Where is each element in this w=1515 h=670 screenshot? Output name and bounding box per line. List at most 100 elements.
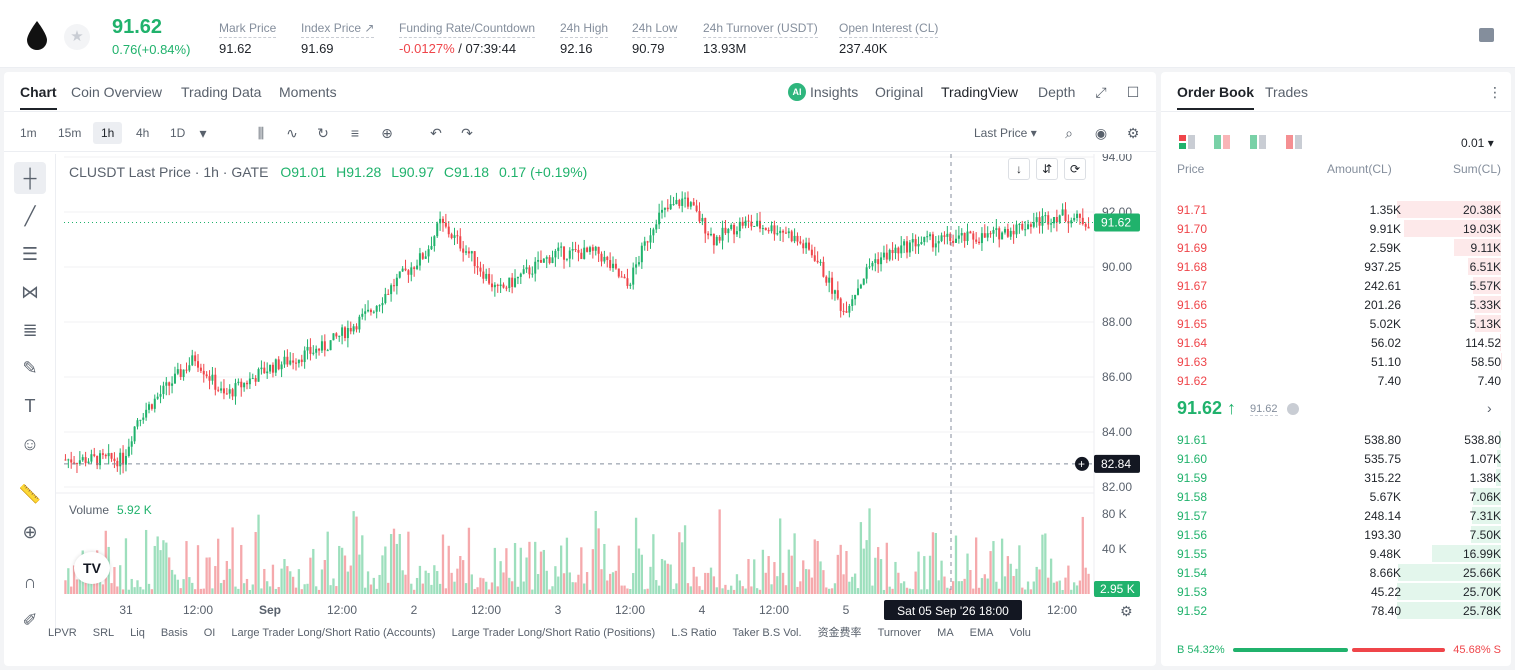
mark-price-info-icon[interactable]: [1287, 403, 1299, 415]
book-icon[interactable]: [1479, 28, 1494, 42]
scroll-down-icon[interactable]: ↓: [1008, 158, 1030, 180]
indicator-tab[interactable]: Large Trader Long/Short Ratio (Positions…: [451, 627, 656, 639]
interval-15m[interactable]: 15m: [58, 126, 82, 140]
tab-insights[interactable]: Insights: [810, 84, 859, 100]
trendline-icon[interactable]: ╱: [24, 206, 36, 226]
camera-icon[interactable]: ◉: [1094, 125, 1108, 141]
ask-row[interactable]: 91.63 51.10 58.50: [1161, 352, 1511, 371]
display-both-icon[interactable]: [1179, 135, 1195, 149]
bid-row[interactable]: 91.55 9.48K 16.99K: [1161, 544, 1511, 563]
redo-icon[interactable]: ↷: [461, 125, 473, 141]
interval-dropdown-icon[interactable]: ▾: [199, 125, 207, 141]
candle-body: [681, 198, 684, 206]
indicator-tab[interactable]: Liq: [130, 627, 145, 639]
emoji-icon[interactable]: ☺: [20, 434, 40, 454]
ask-row[interactable]: 91.68 937.25 6.51K: [1161, 257, 1511, 276]
indicator-tab[interactable]: SRL: [92, 627, 115, 639]
templates-icon[interactable]: ≡: [350, 125, 360, 141]
tab-moments[interactable]: Moments: [279, 84, 337, 100]
indicator-tab[interactable]: Large Trader Long/Short Ratio (Accounts): [231, 627, 436, 639]
bid-row[interactable]: 91.57 248.14 7.31K: [1161, 506, 1511, 525]
indicator-tab[interactable]: OI: [203, 627, 216, 639]
bid-row[interactable]: 91.59 315.22 1.38K: [1161, 468, 1511, 487]
tab-trading-data[interactable]: Trading Data: [181, 84, 262, 100]
tab-order-book[interactable]: Order Book: [1177, 84, 1255, 110]
volume-bar: [375, 588, 378, 594]
window-icon[interactable]: ☐: [1126, 84, 1140, 100]
volume-bar: [657, 585, 661, 594]
replay-icon[interactable]: ↻: [317, 125, 329, 141]
pencil-lock-icon[interactable]: ✐: [22, 610, 38, 630]
display-buy-icon[interactable]: [1250, 135, 1266, 149]
tab-chart[interactable]: Chart: [20, 84, 57, 110]
candle-body: [381, 303, 384, 306]
add-alert-icon[interactable]: ⊕: [381, 125, 393, 141]
ask-row[interactable]: 91.70 9.91K 19.03K: [1161, 219, 1511, 238]
row-amount: 193.30: [1364, 528, 1401, 542]
last-price-select[interactable]: Last Price ▾: [974, 126, 1037, 140]
pattern-icon[interactable]: ⋈: [21, 282, 39, 302]
magnet-icon[interactable]: ∩: [23, 572, 37, 592]
interval-1h[interactable]: 1h: [93, 122, 123, 144]
bid-row[interactable]: 91.54 8.66K 25.66K: [1161, 563, 1511, 582]
tab-trades[interactable]: Trades: [1265, 84, 1309, 100]
interval-1d[interactable]: 1D: [170, 126, 186, 140]
display-sell-icon[interactable]: [1286, 135, 1302, 149]
bid-row[interactable]: 91.56 193.30 7.50K: [1161, 525, 1511, 544]
ruler-icon[interactable]: 📏: [18, 484, 42, 504]
settings-gear-icon[interactable]: ⚙: [1126, 125, 1140, 141]
search-icon[interactable]: ⌕: [1065, 125, 1073, 141]
collapse-icon[interactable]: ⇵: [1036, 158, 1058, 180]
tab-coin-overview[interactable]: Coin Overview: [71, 84, 163, 100]
bid-row[interactable]: 91.58 5.67K 7.06K: [1161, 487, 1511, 506]
undo-icon[interactable]: ↶: [430, 125, 442, 141]
indicator-tab[interactable]: MA: [937, 627, 954, 639]
indicator-tab[interactable]: EMA: [969, 627, 994, 639]
indicators-icon[interactable]: ∿: [286, 125, 298, 141]
display-bids-icon[interactable]: [1214, 135, 1230, 149]
indicator-tab[interactable]: Volu: [1009, 627, 1031, 639]
expand-icon[interactable]: ⤢: [1095, 84, 1107, 100]
interval-4h[interactable]: 4h: [136, 126, 150, 140]
tab-depth[interactable]: Depth: [1038, 84, 1076, 100]
fib-icon[interactable]: ≣: [22, 320, 38, 340]
ask-row[interactable]: 91.71 1.35K 20.38K: [1161, 200, 1511, 219]
indicator-tab[interactable]: LPVR: [48, 627, 77, 639]
ask-row[interactable]: 91.67 242.61 5.57K: [1161, 276, 1511, 295]
indicator-tab[interactable]: L.S Ratio: [671, 627, 717, 639]
candle-body: [1076, 213, 1079, 218]
reset-view-icon[interactable]: ⟳: [1064, 158, 1086, 180]
bid-row[interactable]: 91.53 45.22 25.70K: [1161, 582, 1511, 601]
tab-tradingview[interactable]: TradingView: [941, 84, 1019, 100]
stat-index-price[interactable]: Index Price ↗ 91.69: [301, 21, 375, 56]
indicator-tab[interactable]: Turnover: [877, 627, 922, 639]
indicator-tab[interactable]: 资金费率: [817, 627, 862, 639]
favorite-star-icon[interactable]: ★: [64, 24, 90, 50]
zoom-in-icon[interactable]: ⊕: [22, 522, 38, 542]
ask-row[interactable]: 91.69 2.59K 9.11K: [1161, 238, 1511, 257]
indicator-tab[interactable]: Taker B.S Vol.: [732, 627, 802, 639]
bid-row[interactable]: 91.61 538.80 538.80: [1161, 430, 1511, 449]
volume-bar: [323, 559, 326, 594]
chevron-right-icon[interactable]: ›: [1487, 400, 1492, 416]
bid-row[interactable]: 91.60 535.75 1.07K: [1161, 449, 1511, 468]
bid-row[interactable]: 91.52 78.40 25.78K: [1161, 601, 1511, 620]
volume-bar: [139, 586, 142, 594]
horizontal-lines-icon[interactable]: ☰: [21, 244, 39, 264]
more-icon[interactable]: ⋮: [1488, 84, 1502, 100]
precision-select[interactable]: 0.01 ▾: [1461, 136, 1494, 150]
tab-original[interactable]: Original: [875, 84, 924, 100]
ask-row[interactable]: 91.64 56.02 114.52: [1161, 333, 1511, 352]
volume-bar: [632, 573, 635, 594]
brush-icon[interactable]: ✎: [22, 358, 38, 378]
text-icon[interactable]: T: [24, 396, 36, 416]
ask-row[interactable]: 91.65 5.02K 5.13K: [1161, 314, 1511, 333]
ask-row[interactable]: 91.66 201.26 5.33K: [1161, 295, 1511, 314]
candle-type-icon[interactable]: ⫼: [257, 125, 265, 141]
interval-1m[interactable]: 1m: [20, 126, 37, 140]
indicator-tab[interactable]: Basis: [160, 627, 188, 639]
ask-row[interactable]: 91.62 7.40 7.40: [1161, 371, 1511, 390]
candle-body: [1073, 217, 1076, 221]
crosshair-icon[interactable]: ┼: [14, 162, 46, 194]
